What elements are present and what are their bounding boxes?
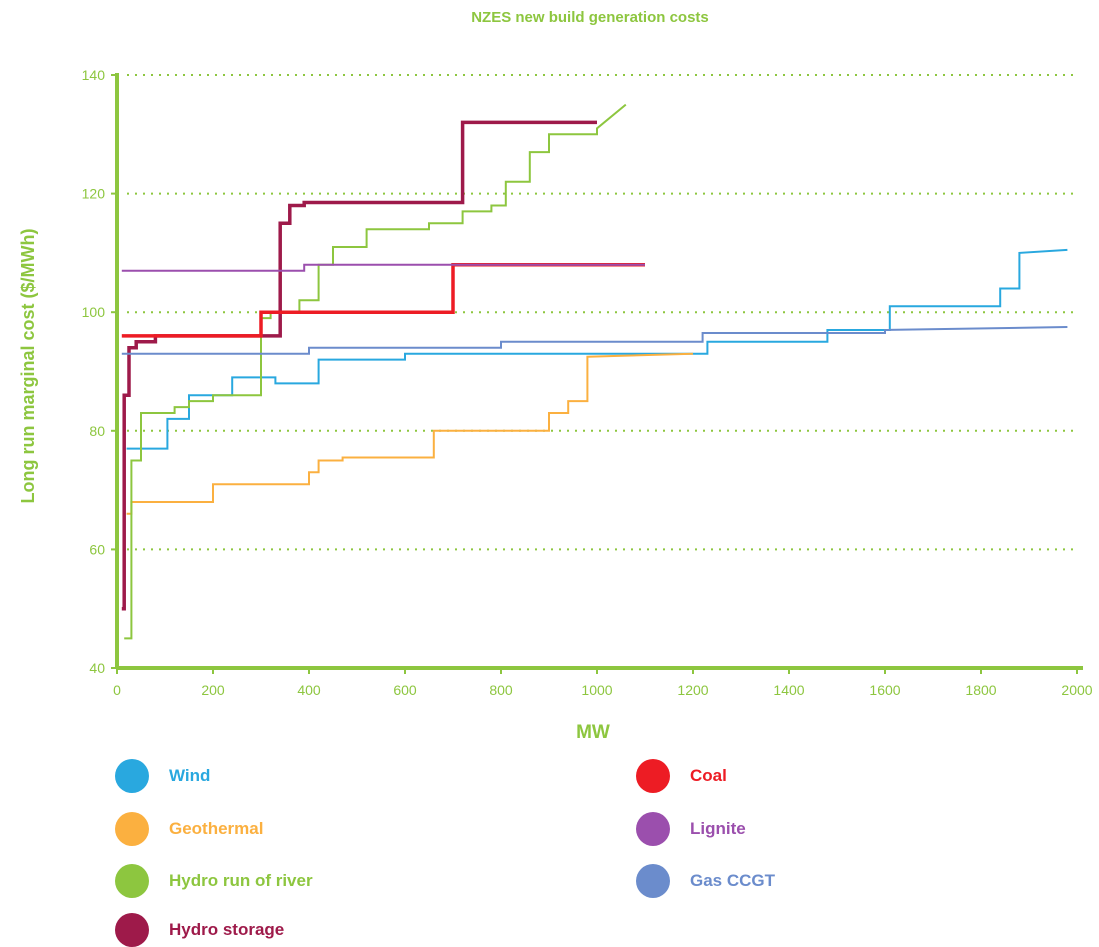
y-tick-label-4: 120 [82, 186, 106, 202]
series-line-geothermal [126, 352, 694, 515]
y-tick-label-2: 80 [89, 423, 105, 439]
x-tick-label-0: 0 [113, 682, 121, 698]
x-tick-label-9: 1800 [965, 682, 996, 698]
series-line-coal [121, 263, 645, 338]
x-axis-label: MW [576, 722, 610, 743]
x-tick-label-2: 400 [297, 682, 321, 698]
y-tick-label-1: 60 [89, 541, 105, 557]
axes [111, 73, 1083, 674]
series-line-lignite [121, 263, 645, 272]
x-tick-label-8: 1600 [869, 682, 900, 698]
series-line-hydro-storage [121, 120, 597, 611]
x-tick-label-7: 1400 [773, 682, 804, 698]
series-line-wind [126, 248, 1068, 450]
x-tick-label-3: 600 [393, 682, 417, 698]
x-tick-label-10: 2000 [1061, 682, 1092, 698]
series-line-gas-ccgt [121, 326, 1068, 355]
y-tick-label-0: 40 [89, 660, 105, 676]
y-axis-label: Long run marginal cost ($/MWh) [18, 229, 38, 504]
y-tick-labels: 40 60 80 100 120 140 [82, 67, 106, 676]
x-tick-label-6: 1200 [677, 682, 708, 698]
x-tick-labels: 0 200 400 600 800 1000 1200 1400 1600 1800 2000 [113, 682, 1093, 698]
x-tick-label-5: 1000 [581, 682, 612, 698]
y-tick-label-3: 100 [82, 304, 106, 320]
x-tick-label-1: 200 [201, 682, 225, 698]
y-tick-label-5: 140 [82, 67, 106, 83]
x-tick-label-4: 800 [489, 682, 513, 698]
series-line-hydro-run-of-river [124, 103, 627, 640]
series-lines [121, 103, 1068, 640]
chart-title: NZES new build generation costs [471, 9, 709, 26]
